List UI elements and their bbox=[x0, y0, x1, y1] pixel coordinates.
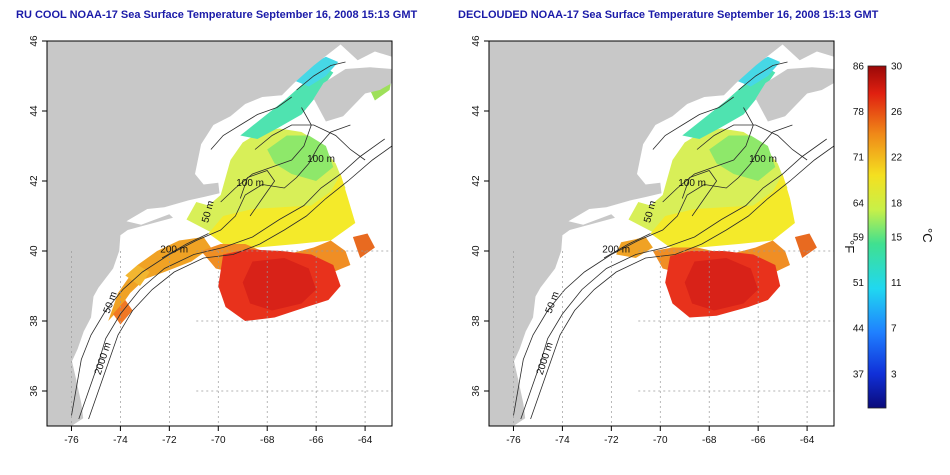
sst-patch bbox=[684, 258, 759, 311]
sst-patch bbox=[733, 56, 781, 87]
y-tick-label: 38 bbox=[471, 315, 482, 327]
contour-label: 100 m bbox=[749, 154, 777, 165]
colorbar-celsius-label: 3 bbox=[891, 369, 897, 380]
bathymetry-contour bbox=[652, 96, 734, 150]
y-tick-label: 44 bbox=[471, 105, 482, 117]
contour-label: 200 m bbox=[602, 245, 630, 256]
colorbar-celsius-label: 22 bbox=[891, 153, 903, 164]
colorbar-fahrenheit-label: 59 bbox=[853, 233, 865, 244]
colorbar-gradient bbox=[867, 65, 887, 409]
bathymetry-contour bbox=[78, 138, 385, 420]
colorbar-celsius-label: 26 bbox=[891, 107, 903, 118]
sst-patch bbox=[709, 135, 776, 181]
colorbar-celsius-label: 18 bbox=[891, 198, 903, 209]
y-tick-label: 46 bbox=[471, 35, 482, 47]
y-tick-label: 40 bbox=[471, 245, 482, 257]
contour-label: 100 m bbox=[307, 154, 335, 165]
sst-patch bbox=[108, 237, 211, 321]
x-tick-label: -66 bbox=[751, 435, 766, 446]
land-mass bbox=[489, 41, 834, 426]
sst-patch bbox=[352, 233, 375, 258]
y-tick-label: 36 bbox=[29, 385, 40, 397]
y-tick-label: 42 bbox=[471, 175, 482, 187]
colorbar-fahrenheit-label: 51 bbox=[853, 278, 865, 289]
contour-label: 100 m bbox=[236, 178, 264, 189]
colorbar-fahrenheit-label: 64 bbox=[853, 198, 865, 209]
colorbar-celsius-label: 15 bbox=[891, 233, 903, 244]
bathymetry-contour bbox=[696, 124, 808, 161]
x-tick-label: -68 bbox=[260, 435, 275, 446]
y-tick-label: 44 bbox=[29, 105, 40, 117]
bathymetry-contour bbox=[681, 170, 718, 217]
x-tick-label: -74 bbox=[555, 435, 570, 446]
bathymetry-contour bbox=[239, 170, 276, 217]
bathymetry-contour bbox=[71, 124, 351, 416]
sst-patch bbox=[267, 135, 334, 181]
panel-title-left: RU COOL NOAA-17 Sea Surface Temperature … bbox=[16, 9, 418, 21]
bathymetry-contour bbox=[296, 61, 346, 91]
colorbar-fahrenheit-label: 37 bbox=[853, 369, 865, 380]
colorbar-fahrenheit-label: 78 bbox=[853, 107, 865, 118]
x-tick-label: -72 bbox=[604, 435, 619, 446]
y-tick-label: 46 bbox=[29, 35, 40, 47]
x-tick-label: -70 bbox=[211, 435, 226, 446]
x-tick-label: -76 bbox=[64, 435, 79, 446]
sst-patch bbox=[650, 174, 795, 248]
x-tick-label: -64 bbox=[800, 435, 815, 446]
x-tick-label: -76 bbox=[506, 435, 521, 446]
contour-label: 200 m bbox=[160, 245, 188, 256]
x-tick-label: -70 bbox=[653, 435, 668, 446]
colorbar-celsius-label: 30 bbox=[891, 62, 903, 73]
y-tick-label: 36 bbox=[471, 385, 482, 397]
sst-patch bbox=[794, 233, 817, 258]
x-tick-label: -66 bbox=[309, 435, 324, 446]
bathymetry-contour bbox=[220, 107, 312, 203]
x-tick-label: -72 bbox=[162, 435, 177, 446]
x-tick-label: -64 bbox=[358, 435, 373, 446]
nova-scotia-land bbox=[313, 67, 392, 122]
colorbar-fahrenheit-label: 71 bbox=[853, 153, 865, 164]
x-tick-label: -74 bbox=[113, 435, 128, 446]
bathymetry-contour bbox=[513, 124, 793, 416]
y-tick-label: 42 bbox=[29, 175, 40, 187]
nova-scotia-land bbox=[755, 67, 834, 122]
y-tick-label: 40 bbox=[29, 245, 40, 257]
colorbar-fahrenheit-label: 44 bbox=[853, 324, 865, 335]
bathymetry-contour bbox=[662, 107, 754, 203]
bathymetry-contour bbox=[520, 138, 827, 420]
panel-title-right: DECLOUDED NOAA-17 Sea Surface Temperatur… bbox=[458, 9, 879, 21]
colorbar-celsius-label: 11 bbox=[891, 278, 902, 289]
land-mass bbox=[47, 41, 392, 426]
celsius-unit-label: °C bbox=[920, 228, 935, 243]
map-frame bbox=[488, 40, 835, 427]
colorbar-celsius-label: 7 bbox=[891, 324, 897, 335]
y-tick-label: 38 bbox=[29, 315, 40, 327]
contour-label: 100 m bbox=[678, 178, 706, 189]
sst-patch bbox=[242, 258, 317, 311]
bathymetry-contour bbox=[210, 96, 292, 150]
temperature-colorbar: 86 30 78 26 71 22 64 18 59 15 51 11 44 7 37 3 °F °C bbox=[842, 62, 935, 409]
fahrenheit-unit-label: °F bbox=[842, 240, 857, 253]
x-tick-label: -68 bbox=[702, 435, 717, 446]
bathymetry-contour bbox=[254, 124, 366, 161]
map-frame bbox=[46, 40, 393, 427]
bathymetry-contour bbox=[738, 61, 788, 91]
bathymetry-contour bbox=[603, 233, 651, 259]
sst-patch bbox=[291, 56, 339, 87]
colorbar-fahrenheit-label: 86 bbox=[853, 62, 865, 73]
sst-patch bbox=[208, 174, 356, 248]
bathymetry-contour bbox=[161, 233, 209, 259]
sst-patch bbox=[125, 265, 150, 286]
